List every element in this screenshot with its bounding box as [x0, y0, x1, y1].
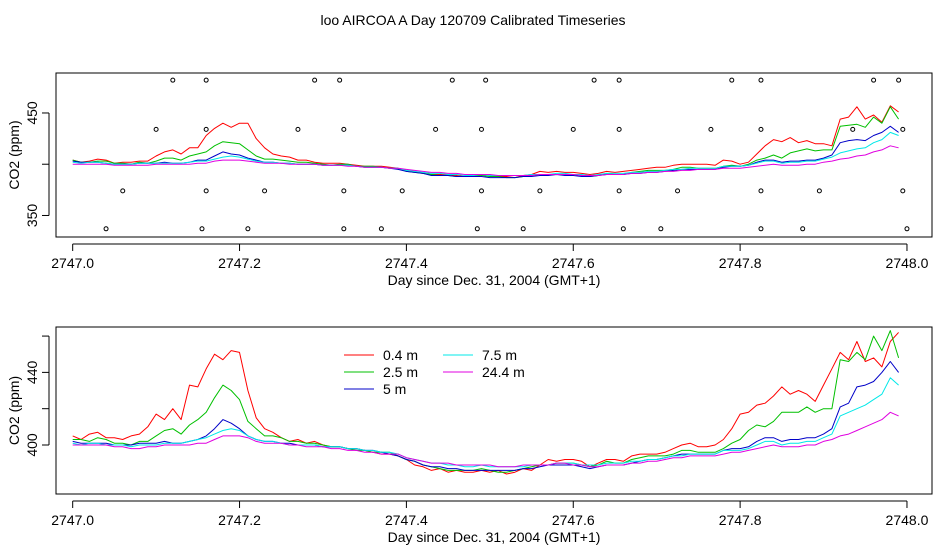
y-tick-label: 450 — [24, 101, 40, 125]
status-marker-point — [153, 126, 159, 132]
chart-title: loo AIRCOA A Day 120709 Calibrated Times… — [320, 12, 625, 28]
status-marker-point — [262, 188, 268, 194]
x-tick-label: 2747.6 — [552, 255, 595, 271]
status-marker-point — [616, 188, 622, 194]
series-line-0-4-m — [72, 332, 899, 475]
status-marker-point — [758, 188, 764, 194]
status-marker-point — [871, 77, 877, 83]
legend-label-0-4-m: 0.4 m — [383, 347, 418, 363]
status-marker-point — [758, 126, 764, 132]
status-marker-point — [708, 126, 714, 132]
status-marker-point — [245, 226, 251, 232]
status-marker-point — [474, 226, 480, 232]
x-tick-label: 2747.4 — [385, 512, 428, 528]
status-marker-point — [203, 126, 209, 132]
series-line-7-5-m — [72, 377, 899, 468]
status-marker-point — [570, 126, 576, 132]
plot-frame — [55, 72, 933, 238]
series-line-2-5-m — [72, 330, 900, 473]
legend-label-5-m: 5 m — [383, 381, 406, 397]
status-marker-point — [478, 188, 484, 194]
status-marker-point — [433, 126, 439, 132]
legend-label-7-5-m: 7.5 m — [482, 347, 517, 363]
series-line-5-m — [72, 361, 899, 471]
status-marker-point — [399, 188, 405, 194]
status-marker-point — [537, 188, 543, 194]
status-marker-point — [483, 77, 489, 83]
upper-panel: 2747.0 2747.2 2747.4 2747.6 2747.8 2748.0 Day … — [6, 72, 933, 288]
y-axis-label: CO2 (ppm) — [6, 376, 22, 445]
status-marker-point — [478, 126, 484, 132]
x-tick-label: 2747.0 — [51, 512, 94, 528]
status-marker-point — [120, 188, 126, 194]
x-tick-label: 2747.8 — [719, 512, 762, 528]
y-tick-label: 440 — [24, 360, 40, 384]
status-marker-point — [758, 77, 764, 83]
x-axis-label: Day since Dec. 31, 2004 (GMT+1) — [388, 529, 601, 545]
status-marker-point — [658, 226, 664, 232]
status-marker-point — [620, 226, 626, 232]
status-marker-point — [896, 77, 902, 83]
status-marker-point — [170, 77, 176, 83]
x-tick-label: 2748.0 — [886, 512, 929, 528]
legend-label-2-5-m: 2.5 m — [383, 364, 418, 380]
x-tick-label: 2747.6 — [552, 512, 595, 528]
status-marker-point — [729, 77, 735, 83]
x-tick-label: 2747.2 — [218, 255, 261, 271]
status-marker-point — [449, 77, 455, 83]
status-marker-point — [203, 77, 209, 83]
status-marker-point — [103, 226, 109, 232]
status-marker-point — [520, 226, 526, 232]
status-marker-point — [800, 226, 806, 232]
x-tick-label: 2748.0 — [886, 255, 929, 271]
x-tick-label: 2747.8 — [719, 255, 762, 271]
status-marker-point — [203, 188, 209, 194]
plot-frame — [55, 326, 933, 495]
status-marker-point — [675, 188, 681, 194]
status-marker-point — [337, 77, 343, 83]
series-line-24-4-m — [72, 145, 899, 176]
legend-label-24-4-m: 24.4 m — [482, 364, 525, 380]
status-marker-point — [341, 188, 347, 194]
lower-panel: 2747.0 2747.2 2747.4 2747.6 2747.8 2748.0 Day … — [6, 326, 933, 545]
status-marker-point — [904, 226, 910, 232]
status-marker-point — [312, 77, 318, 83]
status-marker-point — [900, 188, 906, 194]
x-tick-label: 2747.2 — [218, 512, 261, 528]
status-marker-point — [378, 226, 384, 232]
series-line-2-5-m — [72, 106, 900, 179]
status-marker-point — [199, 226, 205, 232]
legend: 0.4 m2.5 m5 m 7.5 m24.4 m — [344, 347, 525, 397]
series-line-5-m — [72, 125, 899, 179]
status-marker-point — [341, 126, 347, 132]
x-tick-label: 2747.0 — [51, 255, 94, 271]
status-marker-point — [758, 226, 764, 232]
status-marker-point — [850, 126, 856, 132]
y-axis-label: CO2 (ppm) — [6, 120, 22, 189]
x-tick-label: 2747.4 — [385, 255, 428, 271]
status-marker-point — [616, 126, 622, 132]
status-marker-point — [591, 77, 597, 83]
y-tick-label: 400 — [24, 433, 40, 457]
status-marker-point — [616, 77, 622, 83]
x-axis-label: Day since Dec. 31, 2004 (GMT+1) — [388, 272, 601, 288]
series-line-0-4-m — [72, 105, 899, 179]
status-marker-point — [341, 226, 347, 232]
series-line-24-4-m — [72, 411, 899, 468]
y-tick-label: 350 — [24, 204, 40, 228]
status-marker-point — [295, 126, 301, 132]
status-marker-point — [816, 188, 822, 194]
status-marker-point — [900, 126, 906, 132]
